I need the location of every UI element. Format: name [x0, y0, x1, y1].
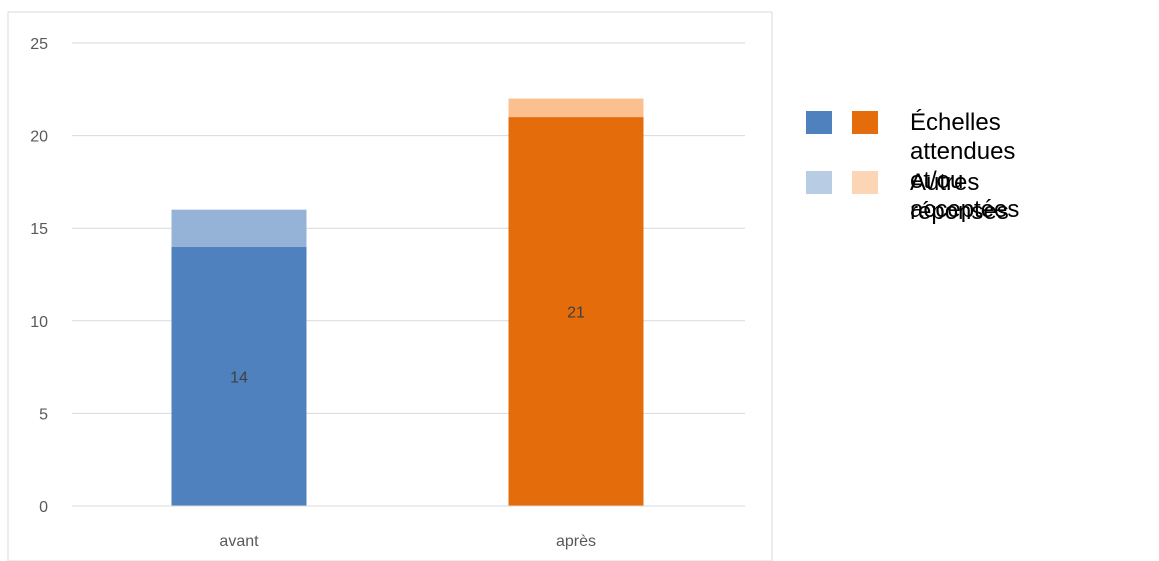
- legend-label-other: Autres réponses: [910, 169, 1009, 225]
- legend-swatch-apres-expected: [852, 111, 878, 134]
- y-tick-label: 5: [39, 406, 48, 423]
- bar-expected-0: [171, 246, 307, 506]
- y-tick-label: 15: [30, 221, 48, 238]
- x-tick-label: après: [556, 533, 596, 550]
- y-tick-label: 25: [30, 36, 48, 53]
- y-axis-ticks: 0 5 10 15 20 25: [30, 36, 48, 516]
- x-axis-ticks: avant après: [72, 505, 745, 550]
- data-label: 21: [567, 305, 585, 322]
- data-label: 14: [230, 369, 248, 386]
- bars: 14 21: [171, 98, 644, 506]
- legend-swatch-apres-other: [852, 171, 878, 194]
- y-tick-label: 20: [30, 129, 48, 146]
- bar-other-1: [508, 98, 644, 118]
- legend-swatch-avant-expected: [806, 111, 832, 134]
- bar-other-0: [171, 209, 307, 247]
- y-tick-label: 10: [30, 314, 48, 331]
- chart-frame: [7, 11, 773, 561]
- x-tick-label: avant: [219, 533, 259, 550]
- legend-label-expected: Échelles attendues et/ou acceptées: [910, 109, 1020, 223]
- bar-expected-1: [508, 117, 644, 506]
- legend-swatch-avant-other: [806, 171, 832, 194]
- y-tick-label: 0: [39, 499, 48, 516]
